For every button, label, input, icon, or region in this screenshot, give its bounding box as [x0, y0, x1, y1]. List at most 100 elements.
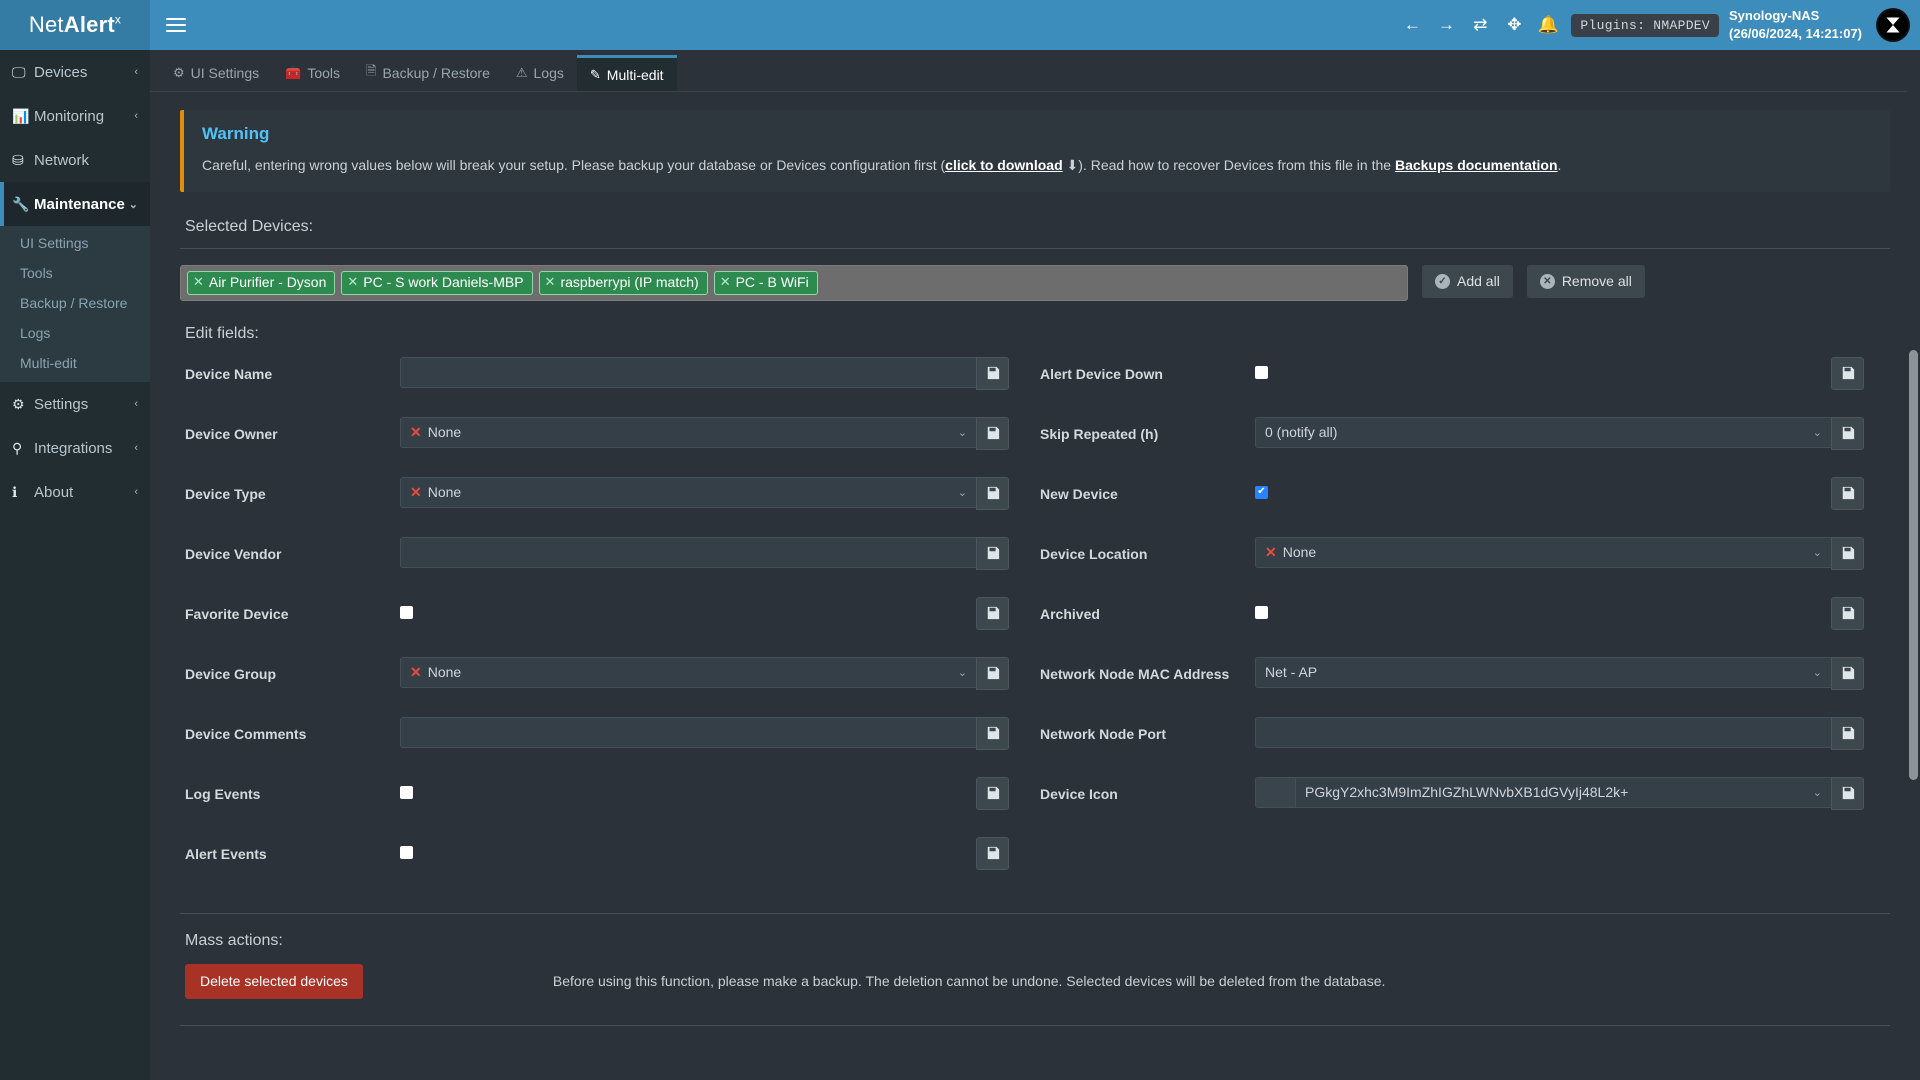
add-all-button[interactable]: ✓ Add all — [1422, 264, 1513, 298]
favorite-device-checkbox[interactable] — [400, 605, 413, 619]
alert-device-down-checkbox[interactable] — [1255, 365, 1268, 379]
sidebar-toggle-button[interactable] — [150, 0, 202, 50]
tab-backup-restore[interactable]: 🗎 Backup / Restore — [353, 55, 503, 91]
device-type-select[interactable]: ✕ None ⌄ — [400, 476, 976, 508]
save-network-node-port-button[interactable] — [1831, 716, 1864, 750]
device-icon-select[interactable]: PGkgY2xhc3M9ImZhIGZhLWNvbXB1dGVyIj48L2k+… — [1295, 776, 1831, 808]
page-scrollbar[interactable] — [1907, 50, 1920, 1080]
floppy-save-icon — [987, 426, 999, 440]
chip-remove-icon[interactable]: ✕ — [193, 274, 204, 290]
field-network-node-port: Network Node Port — [1035, 716, 1890, 777]
save-device-location-button[interactable] — [1831, 536, 1864, 570]
chip-remove-icon[interactable]: ✕ — [347, 274, 359, 290]
device-location-select[interactable]: ✕ None ⌄ — [1255, 536, 1831, 568]
save-new-device-button[interactable] — [1831, 476, 1864, 510]
laptop-icon: 🖵 — [12, 63, 26, 80]
sidebar-item-about[interactable]: ℹ About ‹ — [0, 470, 150, 514]
chip-remove-icon[interactable]: ✕ — [544, 274, 556, 290]
save-device-name-button[interactable] — [976, 356, 1009, 390]
download-link[interactable]: click to download — [945, 157, 1063, 173]
chevron-left-icon: ‹ — [134, 486, 138, 498]
sidebar-item-settings[interactable]: ⚙ Settings ‹ — [0, 382, 150, 426]
tab-label: UI Settings — [190, 65, 260, 81]
sidebar-subitem-multi-edit[interactable]: Multi-edit — [20, 355, 77, 371]
avatar[interactable] — [1876, 8, 1910, 42]
sidebar-item-devices[interactable]: 🖵 Devices ‹ — [0, 50, 150, 94]
save-favorite-device-button[interactable] — [976, 596, 1009, 630]
tab-tools[interactable]: 🧰 Tools — [272, 55, 353, 91]
save-archived-button[interactable] — [1831, 596, 1864, 630]
field-alert-device-down: Alert Device Down — [1035, 356, 1890, 417]
chevron-down-icon: ⌄ — [1812, 666, 1822, 679]
sidebar-subitem-ui-settings[interactable]: UI Settings — [20, 235, 89, 251]
sidebar-subitem-tools[interactable]: Tools — [20, 265, 53, 281]
save-device-group-button[interactable] — [976, 656, 1009, 690]
floppy-save-icon — [987, 666, 999, 680]
selected-devices-box[interactable]: ✕ Air Purifier - Dyson ✕ PC - S work Danie… — [180, 264, 1408, 301]
save-device-comments-button[interactable] — [976, 716, 1009, 750]
sidebar-item-monitoring[interactable]: 📊 Monitoring ‹ — [0, 94, 150, 138]
device-vendor-input[interactable] — [400, 536, 976, 568]
info-icon: ℹ — [12, 483, 18, 500]
sidebar-subitem-backup-restore[interactable]: Backup / Restore — [20, 295, 128, 311]
save-alert-device-down-button[interactable] — [1831, 356, 1864, 390]
field-label: Device Vendor — [185, 545, 282, 562]
save-device-icon-button[interactable] — [1831, 776, 1864, 810]
device-chip[interactable]: ✕ PC - B WiFi — [713, 270, 818, 295]
alert-events-checkbox[interactable] — [400, 845, 413, 859]
arrow-right-icon[interactable]: → — [1437, 15, 1455, 34]
scrollbar-thumb[interactable] — [1909, 350, 1918, 780]
field-device-icon: Device Icon PGkgY2xhc3M9ImZhIGZhLWNvbXB1… — [1035, 776, 1890, 837]
tab-multi-edit[interactable]: ✎ Multi-edit — [576, 55, 677, 91]
archived-checkbox[interactable] — [1255, 605, 1268, 619]
warning-text-part3: . — [1557, 157, 1562, 173]
floppy-save-icon — [1842, 546, 1854, 560]
bell-icon[interactable]: 🔔 — [1537, 15, 1559, 34]
device-chip[interactable]: ✕ Air Purifier - Dyson — [187, 270, 336, 295]
sidebar-item-label: Monitoring — [34, 107, 105, 125]
backups-documentation-link[interactable]: Backups documentation — [1394, 157, 1558, 173]
save-alert-events-button[interactable] — [976, 836, 1009, 870]
device-chip[interactable]: ✕ PC - S work Daniels-MBP — [341, 270, 533, 295]
new-device-checkbox[interactable] — [1255, 485, 1268, 499]
network-node-mac-select[interactable]: Net - AP ⌄ — [1255, 656, 1831, 688]
field-device-comments: Device Comments — [180, 716, 1035, 777]
skip-repeated-select[interactable]: 0 (notify all) ⌄ — [1255, 416, 1831, 448]
chip-remove-icon[interactable]: ✕ — [719, 274, 731, 290]
tab-ui-settings[interactable]: ⚙ UI Settings — [160, 55, 272, 91]
tab-logs[interactable]: ⚠ Logs — [503, 55, 577, 91]
network-node-port-input[interactable] — [1255, 716, 1831, 748]
device-name-input[interactable] — [400, 356, 976, 388]
tab-label: Multi-edit — [606, 66, 664, 83]
save-skip-repeated-button[interactable] — [1831, 416, 1864, 450]
sidebar-item-label: Network — [34, 151, 90, 169]
save-device-owner-button[interactable] — [976, 416, 1009, 450]
brand-logo[interactable]: NetAlertx — [0, 0, 150, 50]
refresh-icon[interactable]: ⇄ — [1473, 15, 1488, 34]
floppy-save-icon — [1842, 786, 1854, 800]
arrows-move-icon[interactable]: ✥ — [1507, 15, 1522, 34]
delete-selected-devices-button[interactable]: Delete selected devices — [185, 963, 363, 999]
device-chip[interactable]: ✕ raspberrypi (IP match) — [538, 270, 708, 295]
remove-all-button[interactable]: ✕ Remove all — [1526, 264, 1645, 298]
sidebar-item-maintenance[interactable]: 🔧 Maintenance ⌄ — [0, 182, 150, 226]
device-comments-input[interactable] — [400, 716, 976, 748]
floppy-save-icon — [987, 606, 999, 620]
hamburger-icon — [166, 14, 186, 36]
device-group-select[interactable]: ✕ None ⌄ — [400, 656, 976, 688]
sidebar-item-integrations[interactable]: ⚲ Integrations ‹ — [0, 426, 150, 470]
sidebar-subitem-logs[interactable]: Logs — [20, 325, 51, 341]
save-network-node-mac-button[interactable] — [1831, 656, 1864, 690]
save-device-type-button[interactable] — [976, 476, 1009, 510]
arrow-left-icon[interactable]: ← — [1403, 15, 1421, 34]
brand-text: NetAlertx — [29, 12, 121, 38]
host-info: Synology-NAS (26/06/2024, 14:21:07) — [1729, 7, 1876, 42]
save-device-vendor-button[interactable] — [976, 536, 1009, 570]
plugins-badge[interactable]: Plugins: NMAPDEV — [1571, 13, 1720, 37]
device-owner-select[interactable]: ✕ None ⌄ — [400, 416, 976, 448]
sidebar-item-network[interactable]: ⛁ Network — [0, 138, 150, 182]
log-events-checkbox[interactable] — [400, 785, 413, 799]
select-value: None — [427, 664, 462, 681]
save-log-events-button[interactable] — [976, 776, 1009, 810]
remove-all-label: Remove all — [1561, 273, 1632, 290]
